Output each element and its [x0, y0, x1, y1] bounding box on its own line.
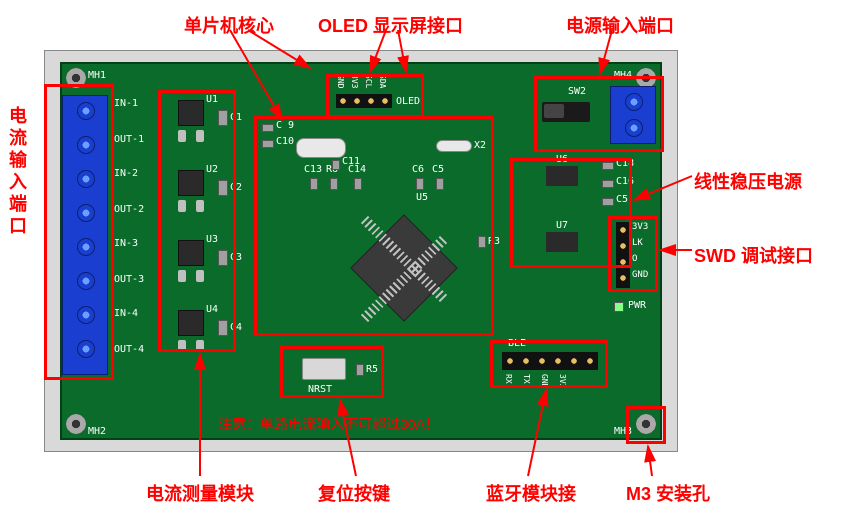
mounting-hole-3 — [66, 414, 86, 434]
box-oled-iface — [326, 74, 424, 118]
silk-in4: IN-4 — [114, 308, 138, 319]
silk-in2: IN-2 — [114, 168, 138, 179]
box-current-measure — [158, 90, 236, 352]
label-current-input: 电流输入端口 — [4, 106, 30, 238]
box-ble — [490, 340, 608, 388]
silk-mh2: MH2 — [88, 426, 106, 437]
label-current-meas: 电流测量模块 — [146, 480, 254, 506]
silk-in3: IN-3 — [114, 238, 138, 249]
silk-mh1: MH1 — [88, 70, 106, 81]
label-nrst: 复位按键 — [318, 480, 390, 506]
box-m3-hole — [626, 406, 666, 444]
silk-out1: OUT-1 — [114, 134, 144, 145]
label-power-in: 电源输入端口 — [566, 12, 674, 38]
label-mcu-core: 单片机核心 — [184, 12, 274, 38]
silk-out2: OUT-2 — [114, 204, 144, 215]
box-current-input — [44, 84, 114, 380]
box-mcu-core — [254, 116, 494, 336]
silk-pwr: PWR — [628, 300, 646, 311]
pcb-warning-text: 注意：单路电流输入不可超过30A！ — [218, 414, 439, 434]
label-ble: 蓝牙模块接 — [486, 480, 576, 506]
label-oled: OLED 显示屏接口 — [318, 12, 463, 38]
label-m3: M3 安装孔 — [626, 480, 710, 506]
box-power-in — [534, 76, 664, 152]
silk-in1: IN-1 — [114, 98, 138, 109]
label-swd: SWD 调试接口 — [694, 242, 813, 268]
silk-out3: OUT-3 — [114, 274, 144, 285]
box-swd — [608, 216, 658, 292]
label-ldo: 线性稳压电源 — [694, 168, 802, 194]
led-pwr — [614, 302, 624, 312]
box-nrst — [280, 346, 384, 398]
silk-out4: OUT-4 — [114, 344, 144, 355]
